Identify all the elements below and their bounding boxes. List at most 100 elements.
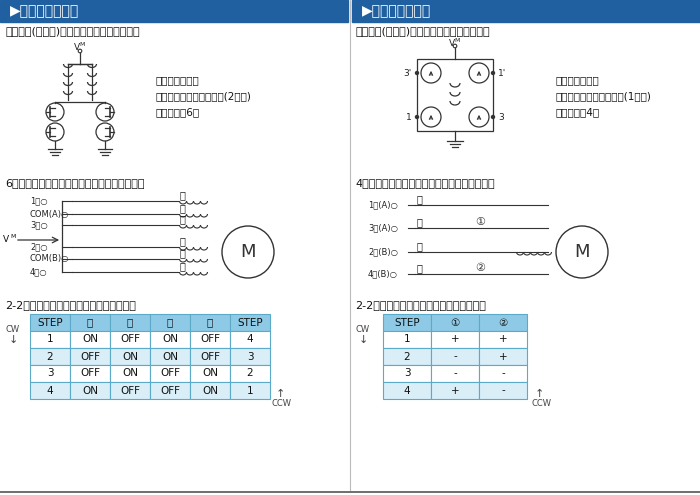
Bar: [479, 348, 527, 365]
Text: -: -: [453, 368, 457, 379]
Text: 電　流：一方向: 電 流：一方向: [155, 75, 199, 85]
Bar: [110, 382, 150, 399]
Bar: [383, 331, 431, 348]
Text: 1: 1: [246, 386, 253, 396]
Text: 3: 3: [498, 112, 504, 121]
Text: 1: 1: [404, 335, 410, 345]
Text: 2: 2: [404, 351, 410, 361]
Bar: [383, 365, 431, 382]
Text: 4: 4: [404, 386, 410, 396]
Text: 黄: 黄: [180, 261, 186, 271]
Text: ON: ON: [202, 368, 218, 379]
Text: ▶バイポーラ駆動: ▶バイポーラ駆動: [362, 4, 431, 18]
Bar: [70, 382, 110, 399]
Text: 2相(B)○: 2相(B)○: [368, 248, 398, 256]
Bar: [110, 314, 150, 331]
Text: +: +: [451, 386, 459, 396]
Text: OFF: OFF: [200, 351, 220, 361]
Text: ON: ON: [162, 351, 178, 361]
Text: ①: ①: [475, 217, 485, 227]
Text: 3: 3: [47, 368, 53, 379]
Text: OFF: OFF: [80, 351, 100, 361]
Bar: [190, 314, 230, 331]
Bar: [30, 365, 70, 382]
Text: 電　流：双方向: 電 流：双方向: [555, 75, 598, 85]
Text: 橙: 橙: [417, 217, 423, 227]
Text: CCW: CCW: [531, 398, 551, 407]
Text: ▶ユニポーラ駆動: ▶ユニポーラ駆動: [10, 4, 79, 18]
Text: 4: 4: [246, 335, 253, 345]
Bar: [230, 348, 270, 365]
Bar: [30, 331, 70, 348]
Circle shape: [416, 71, 419, 75]
Bar: [230, 382, 270, 399]
Text: リード線：6本: リード線：6本: [155, 107, 199, 117]
Text: 6本のリード線は下図のように結線されます。: 6本のリード線は下図のように結線されます。: [5, 178, 144, 188]
Text: 2: 2: [246, 368, 253, 379]
Text: 4相○: 4相○: [30, 267, 48, 277]
Text: V: V: [449, 39, 455, 48]
Text: +: +: [498, 351, 508, 361]
Bar: [479, 314, 527, 331]
Bar: [479, 382, 527, 399]
Bar: [150, 348, 190, 365]
Text: ①: ①: [450, 317, 460, 328]
Text: 1: 1: [406, 112, 412, 121]
Text: 4本のリード線は下図のように結線されます。: 4本のリード線は下図のように結線されます。: [355, 178, 495, 188]
Bar: [230, 365, 270, 382]
Bar: [110, 365, 150, 382]
Bar: [150, 314, 190, 331]
Text: 2-2相の励磁シーケンスは次の通りです。: 2-2相の励磁シーケンスは次の通りです。: [355, 300, 486, 310]
Text: 橙: 橙: [167, 317, 173, 328]
Text: -: -: [501, 368, 505, 379]
Bar: [230, 314, 270, 331]
Text: CCW: CCW: [272, 398, 292, 407]
Bar: [190, 348, 230, 365]
Bar: [431, 365, 479, 382]
Text: STEP: STEP: [394, 317, 420, 328]
Bar: [230, 331, 270, 348]
Text: 1相○: 1相○: [30, 197, 48, 205]
Text: 1': 1': [498, 68, 506, 78]
Bar: [352, 0, 700, 22]
Text: +: +: [451, 335, 459, 345]
Bar: [431, 348, 479, 365]
Bar: [190, 365, 230, 382]
Bar: [479, 331, 527, 348]
Text: M: M: [240, 243, 256, 261]
Text: ↑: ↑: [275, 389, 285, 399]
Text: 2: 2: [47, 351, 53, 361]
Text: -: -: [501, 386, 505, 396]
Text: 茶: 茶: [417, 194, 423, 204]
Text: M: M: [79, 43, 85, 48]
Text: 赤: 赤: [180, 203, 186, 213]
Text: OFF: OFF: [120, 386, 140, 396]
Text: 3相(A)○: 3相(A)○: [368, 224, 398, 233]
Bar: [150, 382, 190, 399]
Text: COM(A)○: COM(A)○: [30, 209, 69, 218]
Text: 3': 3': [404, 68, 412, 78]
Circle shape: [491, 71, 494, 75]
Bar: [431, 314, 479, 331]
Text: ON: ON: [202, 386, 218, 396]
Text: 黒: 黒: [180, 190, 186, 200]
Bar: [383, 348, 431, 365]
Bar: [30, 348, 70, 365]
Bar: [150, 331, 190, 348]
Text: ON: ON: [82, 386, 98, 396]
Text: ON: ON: [162, 335, 178, 345]
Bar: [190, 331, 230, 348]
Text: CW: CW: [6, 325, 20, 334]
Bar: [0, 0, 348, 22]
Text: 1: 1: [47, 335, 53, 345]
Text: ON: ON: [122, 368, 138, 379]
Text: 黄: 黄: [417, 263, 423, 273]
Text: V: V: [3, 236, 9, 245]
Text: COM(B)○: COM(B)○: [30, 254, 69, 263]
Bar: [383, 382, 431, 399]
Bar: [190, 382, 230, 399]
Text: リード線：4本: リード線：4本: [555, 107, 599, 117]
Text: M: M: [454, 38, 459, 43]
Bar: [70, 331, 110, 348]
Text: 2相○: 2相○: [30, 243, 48, 251]
